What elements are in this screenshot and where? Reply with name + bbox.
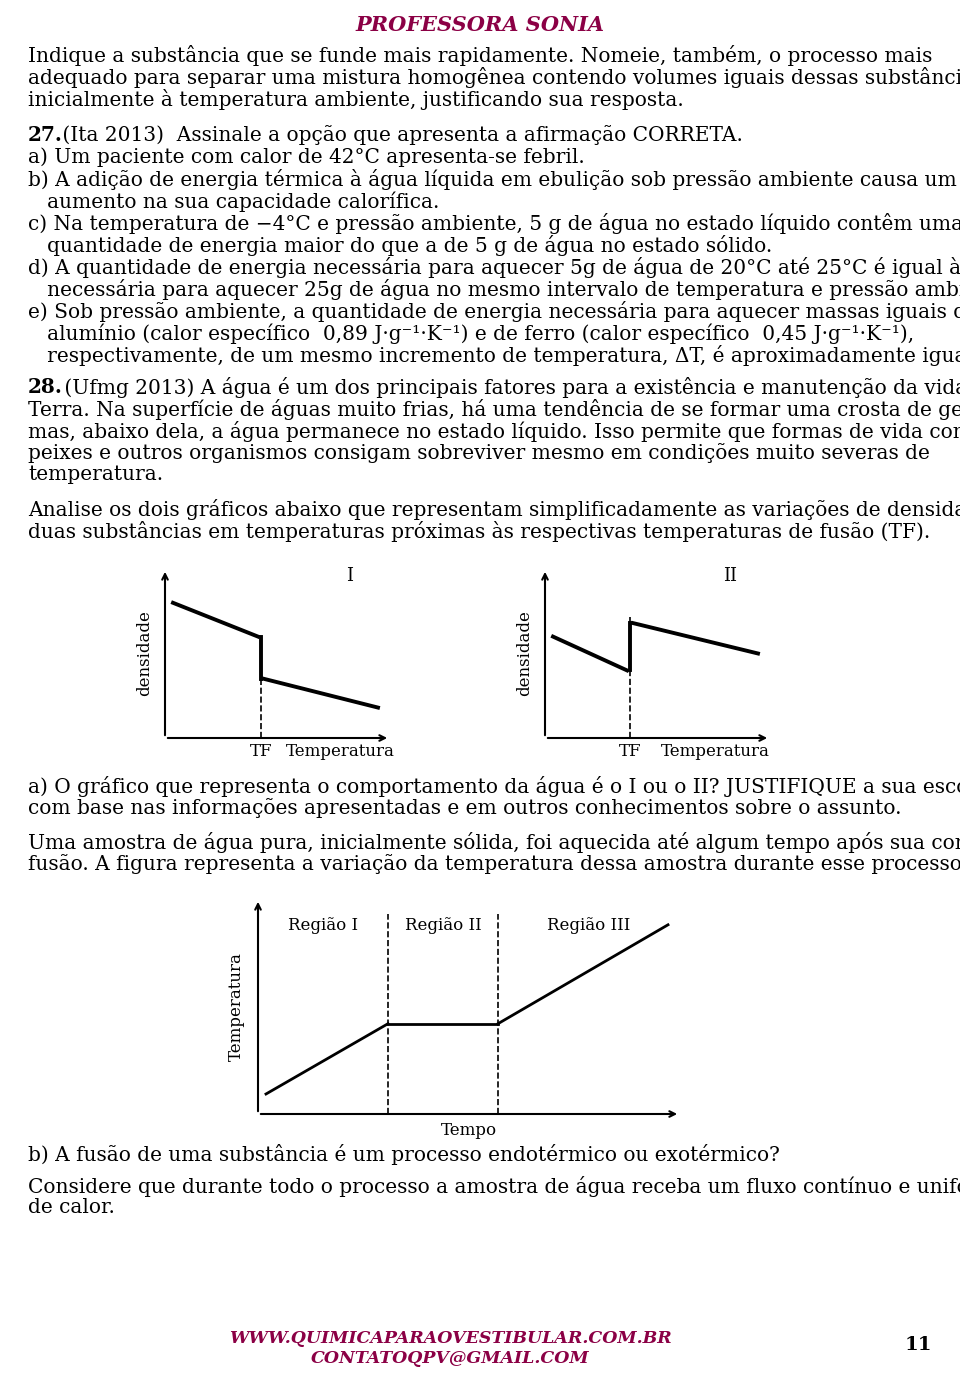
Text: TF: TF: [618, 743, 641, 760]
Text: Temperatura: Temperatura: [660, 743, 769, 760]
Text: 28.: 28.: [28, 376, 62, 397]
Text: inicialmente à temperatura ambiente, justificando sua resposta.: inicialmente à temperatura ambiente, jus…: [28, 89, 684, 110]
Text: a) O gráfico que representa o comportamento da água é o I ou o II? JUSTIFIQUE a : a) O gráfico que representa o comportame…: [28, 776, 960, 797]
Text: Analise os dois gráficos abaixo que representam simplificadamente as variações d: Analise os dois gráficos abaixo que repr…: [28, 499, 960, 519]
Text: TF: TF: [250, 743, 273, 760]
Text: Temperatura: Temperatura: [286, 743, 395, 760]
Text: (Ita 2013)  Assinale a opção que apresenta a afirmação CORRETA.: (Ita 2013) Assinale a opção que apresent…: [56, 125, 743, 144]
Text: Região II: Região II: [404, 917, 481, 933]
Text: temperatura.: temperatura.: [28, 465, 163, 483]
Text: CONTATOQPV@GMAIL.COM: CONTATOQPV@GMAIL.COM: [311, 1350, 589, 1367]
Text: respectivamente, de um mesmo incremento de temperatura, ΔT, é aproximadamente ig: respectivamente, de um mesmo incremento …: [28, 344, 960, 365]
Text: com base nas informações apresentadas e em outros conhecimentos sobre o assunto.: com base nas informações apresentadas e …: [28, 799, 901, 818]
Text: 11: 11: [904, 1336, 932, 1354]
Text: II: II: [723, 567, 737, 585]
Text: d) A quantidade de energia necessária para aquecer 5g de água de 20°C até 25°C é: d) A quantidade de energia necessária pa…: [28, 257, 960, 278]
Text: a) Um paciente com calor de 42°C apresenta-se febril.: a) Um paciente com calor de 42°C apresen…: [28, 147, 585, 167]
Text: quantidade de energia maior do que a de 5 g de água no estado sólido.: quantidade de energia maior do que a de …: [28, 235, 772, 256]
Text: 27.: 27.: [28, 125, 62, 144]
Text: peixes e outros organismos consigam sobreviver mesmo em condições muito severas : peixes e outros organismos consigam sobr…: [28, 443, 930, 463]
Text: aumento na sua capacidade calorífica.: aumento na sua capacidade calorífica.: [28, 192, 440, 211]
Text: fusão. A figura representa a variação da temperatura dessa amostra durante esse : fusão. A figura representa a variação da…: [28, 854, 960, 874]
Text: alumínio (calor específico  0,89 J·g⁻¹·K⁻¹) e de ferro (calor específico  0,45 J: alumínio (calor específico 0,89 J·g⁻¹·K⁻…: [28, 324, 914, 343]
Text: Terra. Na superfície de águas muito frias, há uma tendência de se formar uma cro: Terra. Na superfície de águas muito fria…: [28, 399, 960, 419]
Text: Indique a substância que se funde mais rapidamente. Nomeie, também, o processo m: Indique a substância que se funde mais r…: [28, 44, 932, 67]
Text: densidade: densidade: [516, 611, 534, 696]
Text: (Ufmg 2013) A água é um dos principais fatores para a existência e manutenção da: (Ufmg 2013) A água é um dos principais f…: [58, 376, 960, 399]
Text: mas, abaixo dela, a água permanece no estado líquido. Isso permite que formas de: mas, abaixo dela, a água permanece no es…: [28, 421, 960, 442]
Text: b) A adição de energia térmica à água líquida em ebulição sob pressão ambiente c: b) A adição de energia térmica à água lí…: [28, 169, 957, 190]
Text: c) Na temperatura de −4°C e pressão ambiente, 5 g de água no estado líquido cont: c) Na temperatura de −4°C e pressão ambi…: [28, 213, 960, 233]
Text: PROFESSORA SONIA: PROFESSORA SONIA: [355, 15, 605, 35]
Text: Uma amostra de água pura, inicialmente sólida, foi aquecida até algum tempo após: Uma amostra de água pura, inicialmente s…: [28, 832, 960, 853]
Text: Considere que durante todo o processo a amostra de água receba um fluxo contínuo: Considere que durante todo o processo a …: [28, 1176, 960, 1197]
Text: b) A fusão de uma substância é um processo endotérmico ou exotérmico?: b) A fusão de uma substância é um proces…: [28, 1145, 780, 1165]
Text: I: I: [347, 567, 353, 585]
Text: densidade: densidade: [136, 611, 154, 696]
Text: Região III: Região III: [547, 917, 631, 933]
Text: necessária para aquecer 25g de água no mesmo intervalo de temperatura e pressão : necessária para aquecer 25g de água no m…: [28, 279, 960, 300]
Text: WWW.QUIMICAPARAOVESTIBULAR.COM.BR: WWW.QUIMICAPARAOVESTIBULAR.COM.BR: [228, 1331, 671, 1347]
Text: adequado para separar uma mistura homogênea contendo volumes iguais dessas subst: adequado para separar uma mistura homogê…: [28, 67, 960, 88]
Text: Tempo: Tempo: [441, 1122, 497, 1139]
Text: e) Sob pressão ambiente, a quantidade de energia necessária para aquecer massas : e) Sob pressão ambiente, a quantidade de…: [28, 301, 960, 322]
Text: duas substâncias em temperaturas próximas às respectivas temperaturas de fusão (: duas substâncias em temperaturas próxima…: [28, 521, 930, 542]
Text: Região I: Região I: [288, 917, 358, 933]
Text: de calor.: de calor.: [28, 1197, 115, 1217]
Text: Temperatura: Temperatura: [228, 951, 245, 1061]
